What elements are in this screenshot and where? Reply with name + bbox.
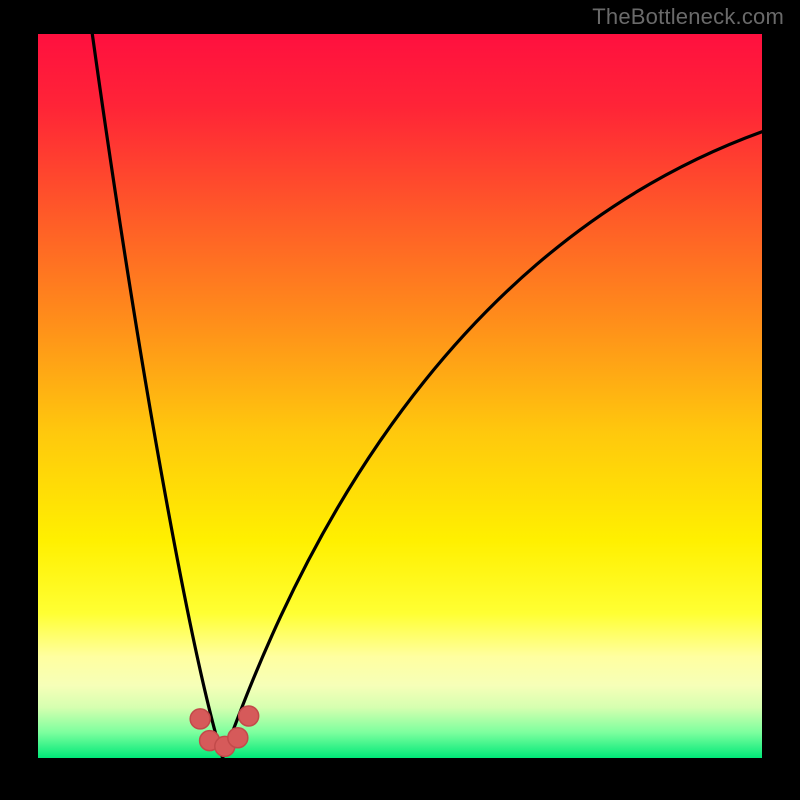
optimal-marker xyxy=(190,709,210,729)
optimal-marker xyxy=(228,728,248,748)
chart-stage: TheBottleneck.com xyxy=(0,0,800,800)
bottleneck-chart xyxy=(0,0,800,800)
optimal-marker xyxy=(239,706,259,726)
watermark-text: TheBottleneck.com xyxy=(592,4,784,30)
